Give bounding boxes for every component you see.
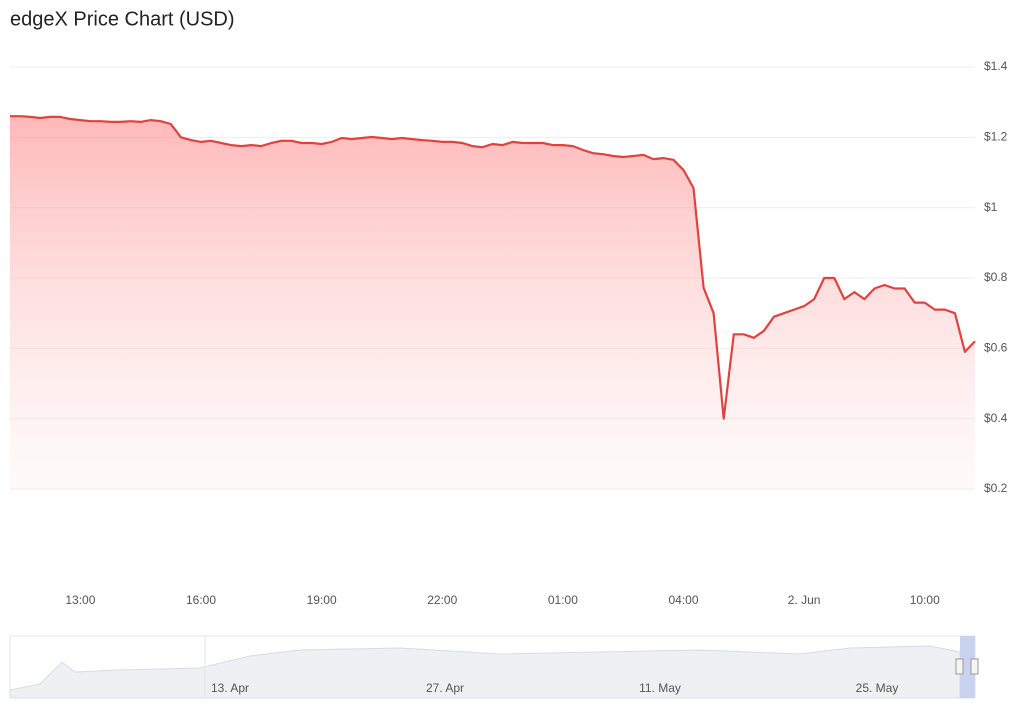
price-line bbox=[10, 115, 976, 420]
navigator-handle[interactable] bbox=[970, 658, 979, 675]
x-tick-label: 19:00 bbox=[307, 593, 337, 607]
x-tick-label: 22:00 bbox=[427, 593, 457, 607]
y-tick-label: $0.8 bbox=[984, 270, 1008, 284]
navigator[interactable] bbox=[9, 635, 979, 699]
price-area bbox=[10, 116, 975, 489]
navigator-handle[interactable] bbox=[955, 658, 964, 675]
x-tick-label: 2. Jun bbox=[788, 593, 821, 607]
navigator-selection[interactable] bbox=[960, 636, 975, 698]
y-tick-label: $1 bbox=[984, 200, 998, 214]
y-tick-label: $0.4 bbox=[984, 411, 1008, 425]
y-tick-label: $0.6 bbox=[984, 341, 1008, 355]
navigator-label: 11. May bbox=[639, 681, 681, 695]
x-tick-label: 01:00 bbox=[548, 593, 578, 607]
x-tick-label: 04:00 bbox=[668, 593, 698, 607]
y-tick-label: $1.2 bbox=[984, 130, 1008, 144]
x-tick-label: 13:00 bbox=[65, 593, 95, 607]
navigator-label: 13. Apr bbox=[211, 681, 249, 695]
y-tick-label: $1.4 bbox=[984, 59, 1008, 73]
y-tick-label: $0.2 bbox=[984, 481, 1008, 495]
x-tick-label: 10:00 bbox=[910, 593, 940, 607]
chart-title: edgeX Price Chart (USD) bbox=[10, 8, 235, 30]
x-tick-label: 16:00 bbox=[186, 593, 216, 607]
navigator-label: 25. May bbox=[856, 681, 899, 695]
navigator-label: 27. Apr bbox=[426, 681, 464, 695]
